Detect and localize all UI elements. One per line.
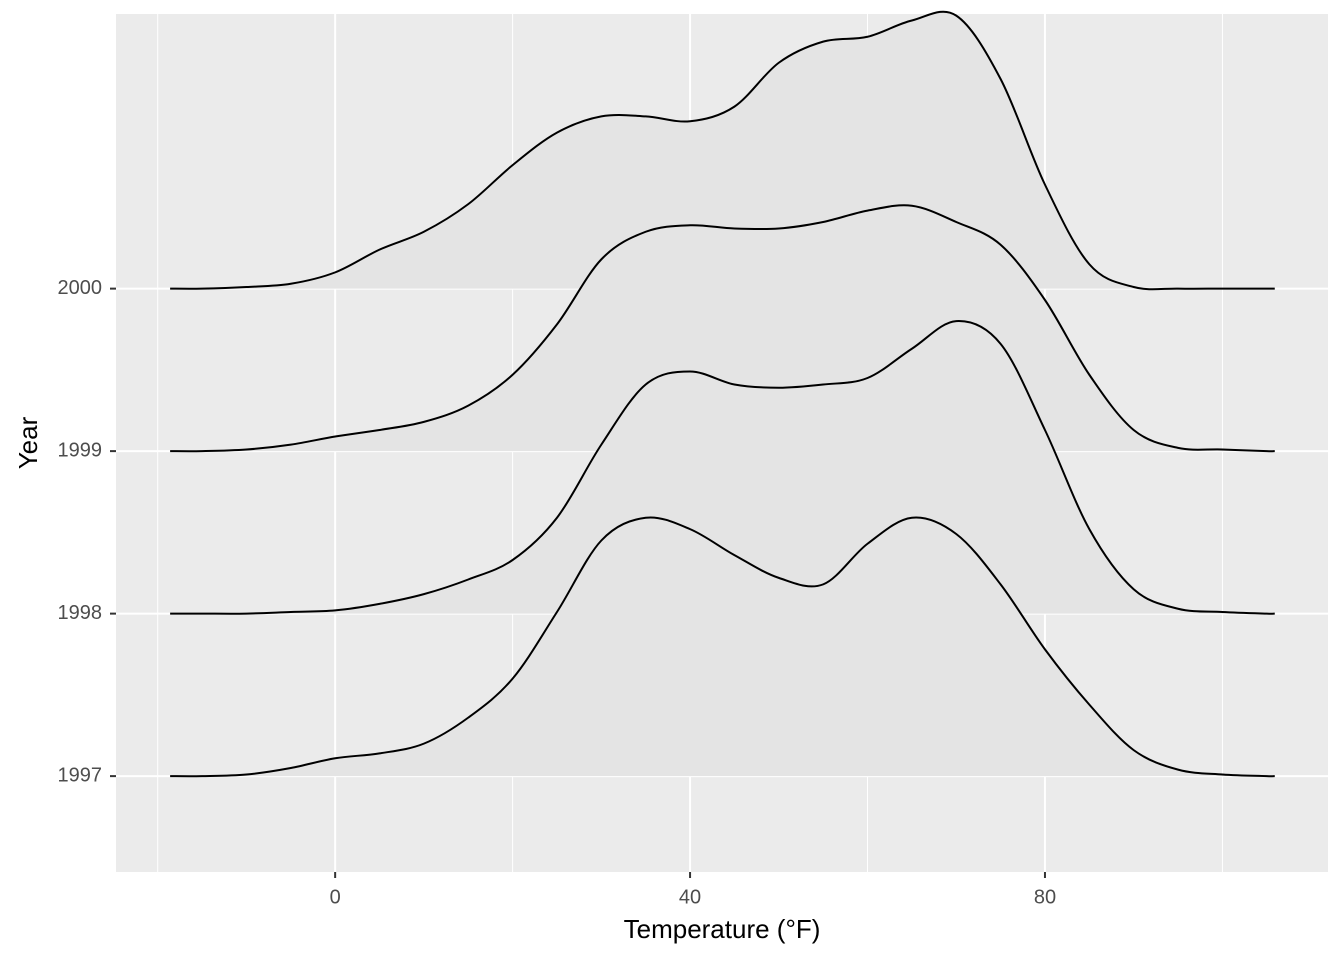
ridge-area	[170, 321, 1275, 614]
ridge-line	[170, 204, 1275, 453]
y-tick-label: 2000	[58, 277, 103, 299]
ridge-line	[170, 516, 1275, 778]
x-tick-label: 40	[679, 886, 701, 908]
ridge-line	[170, 320, 1275, 615]
x-tick-label: 80	[1034, 886, 1056, 908]
y-tick-label: 1998	[58, 602, 103, 624]
y-tick-label: 1999	[58, 439, 103, 461]
x-axis-title: Temperature (°F)	[624, 914, 821, 944]
x-tick-label: 0	[330, 886, 341, 908]
ridge-line	[170, 10, 1275, 291]
y-axis-title: Year	[13, 416, 43, 469]
y-tick-label: 1997	[58, 764, 103, 786]
